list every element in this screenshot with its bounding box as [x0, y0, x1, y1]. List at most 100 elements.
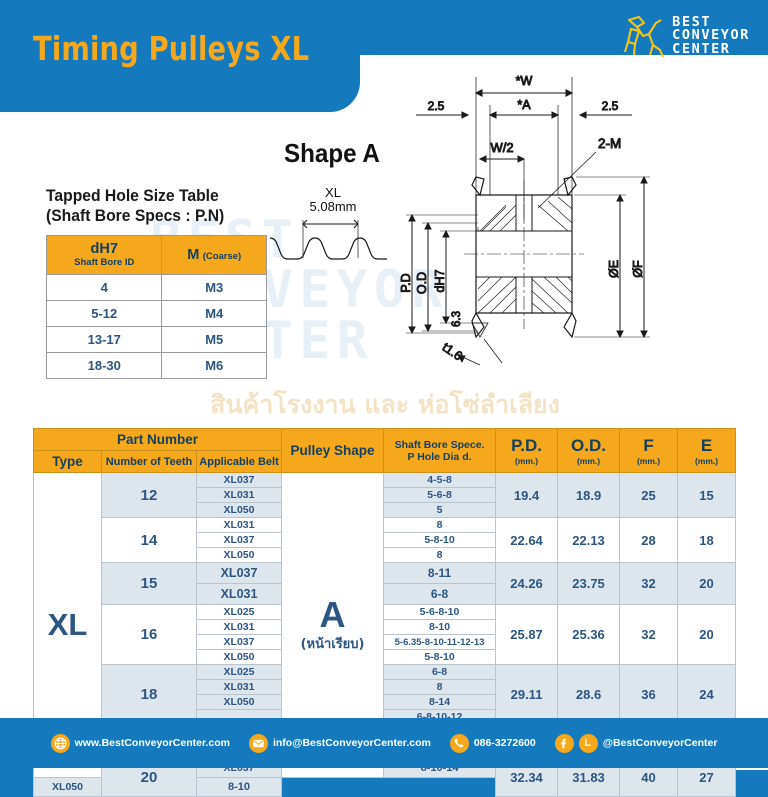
header-od-text: O.D.	[571, 435, 606, 455]
dim-left-gap-label: 2.5	[428, 99, 445, 113]
cell-bore: 5-6.35-8-10-11-12-13	[383, 634, 497, 650]
header-pulley-shape: Pulley Shape	[281, 428, 385, 473]
header-pd-text: P.D.	[511, 435, 542, 455]
header-od: O.D. (mm.)	[557, 428, 621, 473]
cell-bore: 6-8	[383, 583, 497, 605]
footer-email[interactable]: info@BestConveyorCenter.com	[248, 733, 431, 753]
tapped-title-line-2: (Shaft Bore Specs : P.N)	[46, 207, 225, 226]
cell-belt: XL031	[195, 619, 283, 635]
cell-od: 23.75	[557, 562, 621, 605]
footer-contact-bar: www.BestConveyorCenter.com info@BestConv…	[0, 718, 768, 768]
header-teeth: Number of Teeth	[101, 450, 197, 473]
cell-belt: XL031	[195, 679, 283, 695]
footer-social[interactable]: @BestConveyorCenter	[554, 733, 718, 753]
cell-teeth: 14	[101, 517, 197, 563]
table-row: 5-12 M4	[45, 300, 267, 327]
table-row: XL050 5-8-10	[34, 649, 736, 665]
tapped-header-row: dH7 Shaft Bore ID M (Coarse)	[45, 235, 267, 275]
shape-letter: A	[319, 593, 346, 635]
footer-website[interactable]: www.BestConveyorCenter.com	[50, 733, 230, 753]
table-row: XL031 8	[34, 679, 736, 695]
tapped-header-m: M (Coarse)	[161, 235, 267, 275]
shape-a-heading: Shape A	[284, 138, 380, 168]
dim-dh7-label: dH7	[433, 269, 447, 292]
cell-belt: XL031	[195, 583, 283, 605]
tapped-bore-value: 13-17	[45, 326, 163, 353]
shape-thai-label: (หน้าเรียบ)	[300, 636, 365, 652]
cell-teeth: 16	[101, 604, 197, 665]
cell-e: 15	[677, 472, 737, 518]
cell-belt: XL050	[195, 502, 283, 518]
header-f-text: F	[643, 435, 654, 455]
table-row: 16 XL025 5-6-8-10 25.87 25.36 32 20	[34, 604, 737, 665]
table-header-row-2: Type Number of Teeth Applicable Belt	[33, 450, 736, 473]
header-pd-unit: (mm.)	[514, 455, 539, 466]
line-icon	[578, 733, 598, 753]
tapped-bore-value: 18-30	[45, 352, 163, 379]
specifications-table-container: Part Number Pulley Shape Shaft Bore Spec…	[32, 428, 737, 797]
header-e: E (mm.)	[677, 428, 737, 473]
tapped-header-m-sub: (Coarse)	[202, 250, 242, 262]
tapped-bore-value: 5-12	[45, 300, 163, 327]
cell-bore: 8	[383, 679, 497, 695]
header-e-unit: (mm.)	[694, 455, 719, 466]
pulley-cross-section-drawing: *W 2.5 *A 2.5 W/2 2-M	[398, 55, 738, 385]
logo-line-conveyor: CONVEYOR	[672, 27, 750, 44]
dim-w-label: *W	[516, 74, 533, 88]
facebook-icon	[554, 733, 574, 753]
dim-od-label: O.D	[415, 272, 429, 294]
header-part-number: Part Number	[32, 428, 283, 451]
cell-pd: 29.11	[495, 664, 559, 725]
cell-f: 32	[619, 562, 679, 605]
phone-icon	[449, 733, 469, 753]
cell-bore: 8-14	[383, 694, 497, 710]
specifications-table: Part Number Pulley Shape Shaft Bore Spec…	[32, 428, 737, 797]
tapped-header-m-main: M	[187, 246, 200, 263]
cell-bore: 8	[383, 547, 497, 563]
cell-bore: 5-6-8	[383, 487, 497, 503]
cell-belt: XL025	[195, 604, 283, 620]
surface-finish-label: 6.3	[451, 311, 463, 327]
header-shaft-bore-line2: P Hole Dia d.	[407, 450, 472, 463]
header-f: F (mm.)	[619, 428, 679, 473]
page-title: Timing Pulleys XL	[33, 29, 310, 68]
envelope-icon	[248, 733, 268, 753]
tapped-header-bore-sub: Shaft Bore ID	[74, 257, 135, 268]
cell-f: 36	[619, 664, 679, 725]
cell-e: 20	[677, 562, 737, 605]
header-e-text: E	[700, 435, 713, 455]
table-row: 13-17 M5	[45, 326, 267, 353]
page-root: BEST CONVEYOR CENTER สินค้าโรงงาน และ ห่…	[0, 13, 768, 797]
table-row: 18 XL025 6-8 29.11 28.6 36 24	[34, 664, 737, 725]
dim-w-half-label: W/2	[490, 140, 513, 155]
cell-belt: XL031	[195, 487, 283, 503]
cell-bore: 6-8	[383, 664, 497, 680]
table-row: 15 XL037 8-11 24.26 23.75 32 20	[34, 562, 737, 605]
header-belt: Applicable Belt	[195, 450, 283, 473]
footer-phone[interactable]: 086-3272600	[449, 733, 536, 753]
cell-belt: XL031	[195, 517, 283, 533]
table-row: XL031 6-8	[34, 583, 736, 605]
cell-pd: 25.87	[495, 604, 559, 665]
cell-bore: 5-8-10	[383, 532, 497, 548]
table-row: XL031 8-10	[34, 619, 736, 635]
table-row: XL050 8	[34, 547, 736, 563]
footer-website-text: www.BestConveyorCenter.com	[74, 737, 230, 749]
tapped-m-value: M3	[161, 274, 267, 301]
tapped-m-value: M6	[161, 352, 267, 379]
tapped-hole-table: dH7 Shaft Bore ID M (Coarse) 4 M3 5-12 M…	[45, 235, 267, 379]
belt-pitch-diagram: XL 5.08mm	[268, 186, 398, 270]
table-row: XL037 5-8-10	[34, 532, 736, 548]
cell-pd: 19.4	[495, 472, 559, 518]
brand-logo: BEST CONVEYOR CENTER	[623, 13, 750, 59]
footer-social-text: @BestConveyorCenter	[602, 737, 718, 749]
cell-f: 25	[619, 472, 679, 518]
cell-od: 28.6	[557, 664, 621, 725]
cell-od: 22.13	[557, 517, 621, 563]
table-header-row-1: Part Number Pulley Shape Shaft Bore Spec…	[32, 428, 737, 473]
cell-teeth: 15	[101, 562, 197, 605]
cell-teeth: 18	[101, 664, 197, 725]
header-od-unit: (mm.)	[576, 455, 601, 466]
belt-pitch-labels: XL 5.08mm	[268, 186, 398, 214]
table-row: XL050 8-14	[34, 694, 736, 710]
